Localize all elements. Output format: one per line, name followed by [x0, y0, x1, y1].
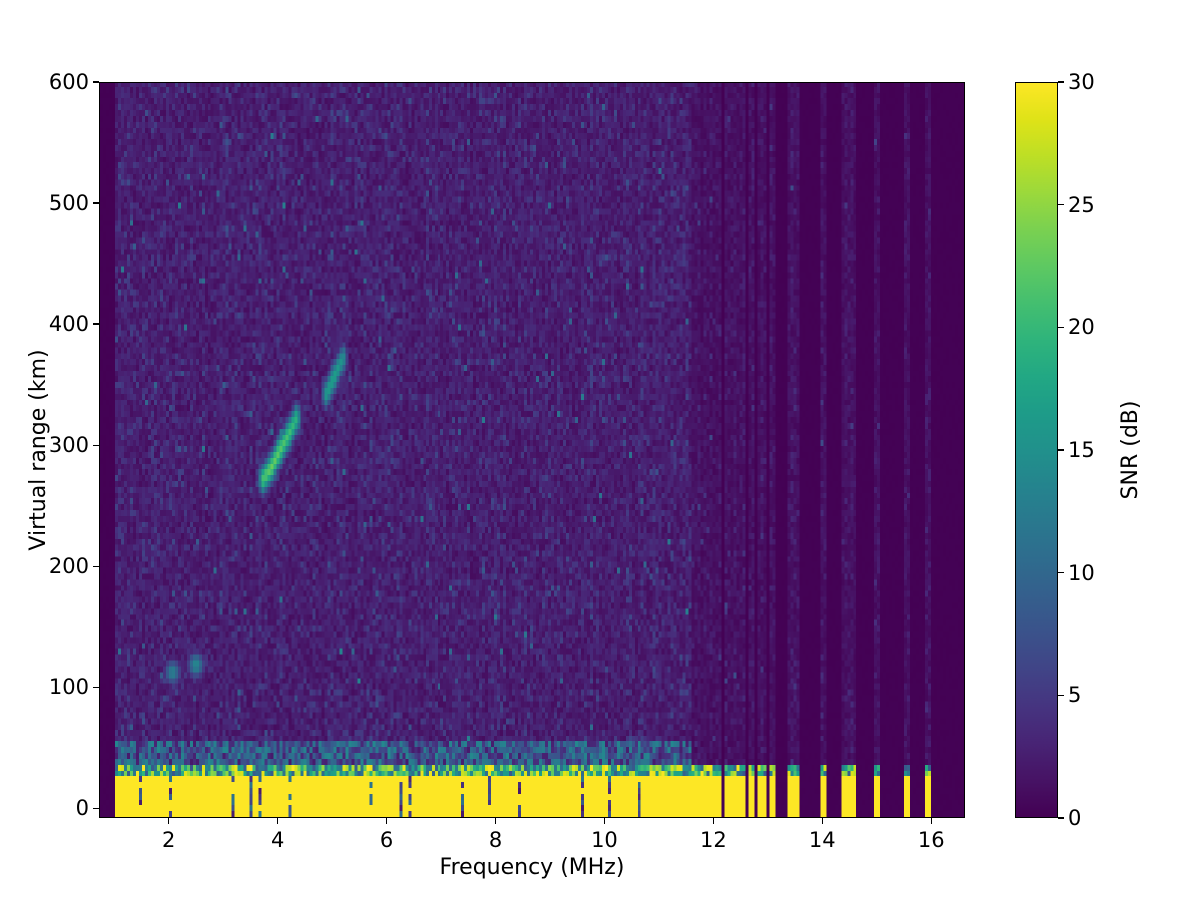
- x-tick-mark: [168, 818, 170, 824]
- ionogram-heatmap: [100, 83, 964, 817]
- colorbar-tick-label: 5: [1068, 683, 1082, 708]
- x-tick-mark: [385, 818, 388, 824]
- y-tick-mark: [93, 202, 99, 204]
- colorbar-tick-mark: [1058, 326, 1064, 328]
- colorbar-tick-label: 25: [1068, 192, 1095, 217]
- colorbar: [1015, 82, 1058, 818]
- y-tick-label: 500: [48, 191, 89, 216]
- colorbar-tick-label: 0: [1068, 806, 1082, 830]
- x-tick-label: 4: [270, 828, 285, 852]
- y-tick-label: 400: [48, 312, 89, 337]
- x-tick-mark: [712, 818, 715, 824]
- x-tick-label: 10: [591, 828, 618, 852]
- colorbar-tick-mark: [1058, 817, 1064, 819]
- x-tick-label: 2: [162, 828, 176, 852]
- x-tick-mark: [821, 818, 823, 824]
- x-tick-label: 12: [699, 828, 727, 852]
- ionogram-axes: [99, 82, 965, 818]
- x-tick-mark: [276, 818, 279, 824]
- colorbar-tick-mark: [1058, 694, 1064, 696]
- y-tick-mark: [93, 444, 99, 446]
- colorbar-tick-label: 15: [1068, 438, 1095, 462]
- x-tick-label: 14: [808, 828, 836, 852]
- y-tick-label: 600: [48, 70, 89, 94]
- y-tick-mark: [93, 323, 99, 325]
- y-tick-mark: [93, 686, 99, 688]
- y-tick-label: 300: [48, 433, 89, 458]
- colorbar-tick-mark: [1058, 449, 1064, 451]
- x-tick-mark: [494, 818, 497, 824]
- x-tick-label: 8: [488, 828, 503, 852]
- colorbar-label: SNR (dB): [1118, 400, 1143, 500]
- colorbar-tick-label: 10: [1068, 560, 1095, 585]
- y-tick-label: 200: [48, 554, 89, 579]
- colorbar-gradient: [1016, 83, 1057, 817]
- colorbar-tick-mark: [1058, 572, 1064, 574]
- colorbar-tick-label: 20: [1068, 315, 1095, 340]
- colorbar-tick-mark: [1058, 81, 1064, 83]
- colorbar-tick-mark: [1058, 204, 1064, 206]
- y-tick-label: 100: [48, 675, 89, 700]
- x-tick-label: 16: [917, 828, 945, 852]
- y-tick-mark: [93, 807, 99, 809]
- x-tick-mark: [930, 818, 932, 824]
- colorbar-tick-label: 30: [1068, 70, 1095, 94]
- y-tick-label: 0: [75, 796, 89, 821]
- y-tick-mark: [93, 565, 99, 567]
- x-tick-label: 6: [379, 828, 394, 852]
- y-tick-mark: [93, 81, 99, 83]
- x-tick-mark: [603, 818, 606, 824]
- x-axis-label: Frequency (MHz): [439, 855, 625, 880]
